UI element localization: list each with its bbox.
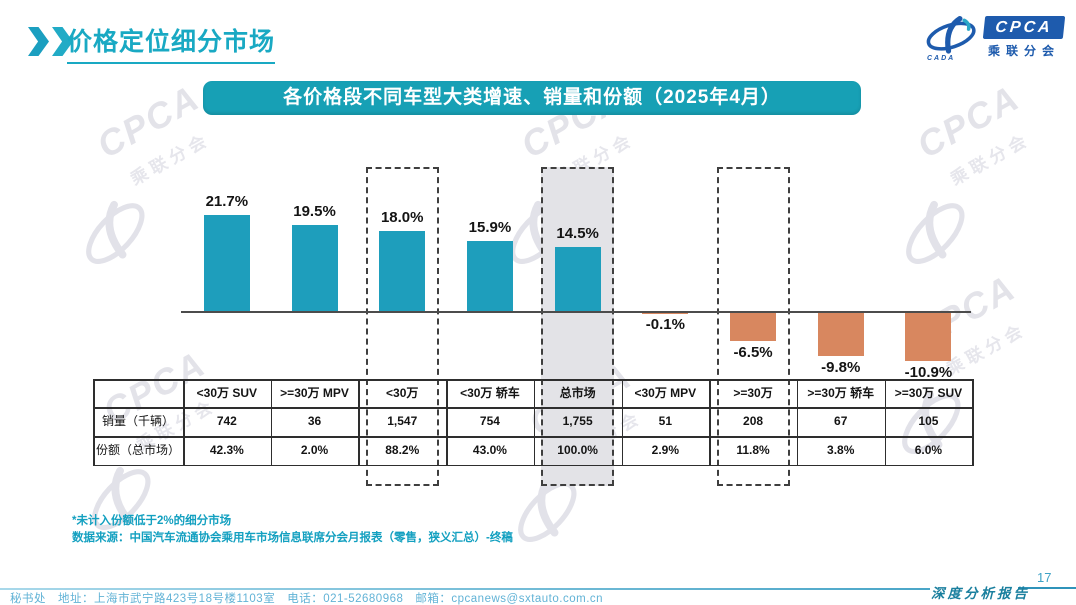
bar: [554, 246, 601, 312]
notes: *未计入份额低于2%的细分市场 数据来源：中国汽车流通协会乘用车市场信息联席分会…: [72, 513, 513, 548]
table-volume-cell: 105: [918, 414, 939, 428]
page-number: 17: [1037, 570, 1052, 585]
bar: [905, 312, 952, 361]
chart-title-banner: 各价格段不同车型大类增速、销量和份额（2025年4月）: [203, 81, 861, 115]
cpca-logo: CADA CPCA 乘联分会: [924, 16, 1066, 62]
table-share-cell: 2.0%: [300, 443, 329, 457]
bar-value-label: 18.0%: [380, 209, 424, 227]
cada-swoosh-icon: CADA: [924, 16, 980, 62]
bar: [291, 224, 338, 312]
bar: [203, 214, 250, 312]
data-source: 数据来源：中国汽车流通协会乘用车市场信息联席分会月报表（零售，狭义汇总）-终稿: [72, 532, 513, 545]
watermark-org-text: 乘联分会: [127, 129, 214, 189]
bar: [642, 312, 689, 313]
table-gridline: [183, 379, 185, 466]
table-header-cell: >=30万: [733, 386, 773, 400]
footer-rule-left: [0, 588, 930, 590]
logo-org-name: 乘联分会: [987, 44, 1060, 58]
table-gridline: [621, 379, 623, 466]
table-gridline: [93, 379, 95, 466]
table-share-cell: 3.8%: [827, 443, 855, 457]
bar-value-label: -0.1%: [645, 316, 685, 333]
table-volume-cell: 1,547: [387, 414, 418, 428]
bar-value-label: -9.8%: [821, 359, 861, 377]
report-label: 深度分析报告: [931, 586, 1030, 601]
chart-zero-axis: [181, 310, 971, 313]
table-header-cell: <30万 SUV: [196, 386, 258, 400]
table-gridline: [93, 379, 974, 381]
bar-value-label: -10.9%: [904, 364, 953, 381]
bar-value-label: 19.5%: [293, 202, 336, 220]
table-header-cell: >=30万 轿车: [807, 386, 875, 400]
table-share-cell: 11.8%: [736, 443, 770, 457]
table-header-cell: <30万 轿车: [460, 386, 520, 400]
table-header-cell: >=30万 SUV: [894, 386, 963, 400]
table-share-cell: 43.0%: [472, 443, 507, 457]
footer-contact: 秘书处 地址：上海市武宁路423号18号楼1103室 电话：021-526809…: [10, 593, 604, 605]
table-gridline: [446, 379, 448, 466]
bar-value-label: 15.9%: [468, 218, 512, 236]
table-gridline: [93, 464, 974, 466]
table-gridline: [972, 379, 974, 466]
watermark-org-text: 乘联分会: [947, 129, 1034, 189]
chevron-icon: [52, 27, 73, 56]
table-share-cell: 42.3%: [209, 443, 244, 457]
table-share-cell: 100.0%: [557, 443, 598, 457]
table-row-label: 销量（千辆）: [101, 414, 174, 428]
table-volume-cell: 51: [658, 414, 673, 428]
table-volume-cell: 1,755: [562, 414, 593, 428]
watermark-cpca-text: CPCA: [90, 76, 207, 166]
highlight-box-dashed: [365, 167, 439, 486]
table-gridline: [93, 436, 974, 438]
table-gridline: [533, 379, 536, 466]
table-share-cell: 88.2%: [385, 443, 420, 457]
watermark-cpca-text: CPCA: [910, 76, 1027, 166]
table-volume-cell: 208: [743, 414, 764, 428]
table-header-cell: <30万: [386, 386, 419, 400]
table-gridline: [358, 379, 360, 466]
bar-value-label: 14.5%: [556, 224, 599, 242]
table-volume-cell: 742: [216, 414, 237, 428]
bar-value-label: 21.7%: [205, 192, 249, 210]
highlight-box-dashed: [716, 167, 790, 486]
chevron-icon: [28, 27, 49, 56]
page-title: 价格定位细分市场: [67, 22, 276, 64]
bar-value-label: -6.5%: [733, 344, 773, 362]
table-share-cell: 6.0%: [914, 443, 943, 457]
table-share-cell: 2.9%: [651, 443, 680, 457]
table-header-cell: 总市场: [559, 386, 596, 400]
bar: [466, 240, 513, 312]
table-gridline: [709, 379, 711, 466]
table-row-label: 份额（总市场）: [95, 443, 180, 457]
table-header-cell: <30万 MPV: [634, 386, 697, 400]
table-header-cell: >=30万 MPV: [280, 386, 349, 400]
cada-wordmark: CADA: [927, 55, 956, 62]
footnote: *未计入份额低于2%的细分市场: [72, 515, 232, 527]
footer-rule-right: [1018, 587, 1076, 589]
table-gridline: [796, 379, 799, 466]
table-volume-cell: 36: [307, 414, 322, 428]
double-chevron-icon: [28, 27, 73, 56]
highlight-box-filled: [541, 167, 615, 486]
bar: [817, 312, 864, 357]
table-gridline: [884, 379, 887, 466]
table-gridline: [93, 407, 974, 409]
cpca-wordmark: CPCA: [982, 16, 1066, 39]
bar: [730, 312, 777, 342]
bar: [379, 231, 426, 312]
table-gridline: [270, 379, 273, 466]
table-volume-cell: 754: [479, 414, 500, 428]
table-volume-cell: 67: [834, 414, 848, 428]
